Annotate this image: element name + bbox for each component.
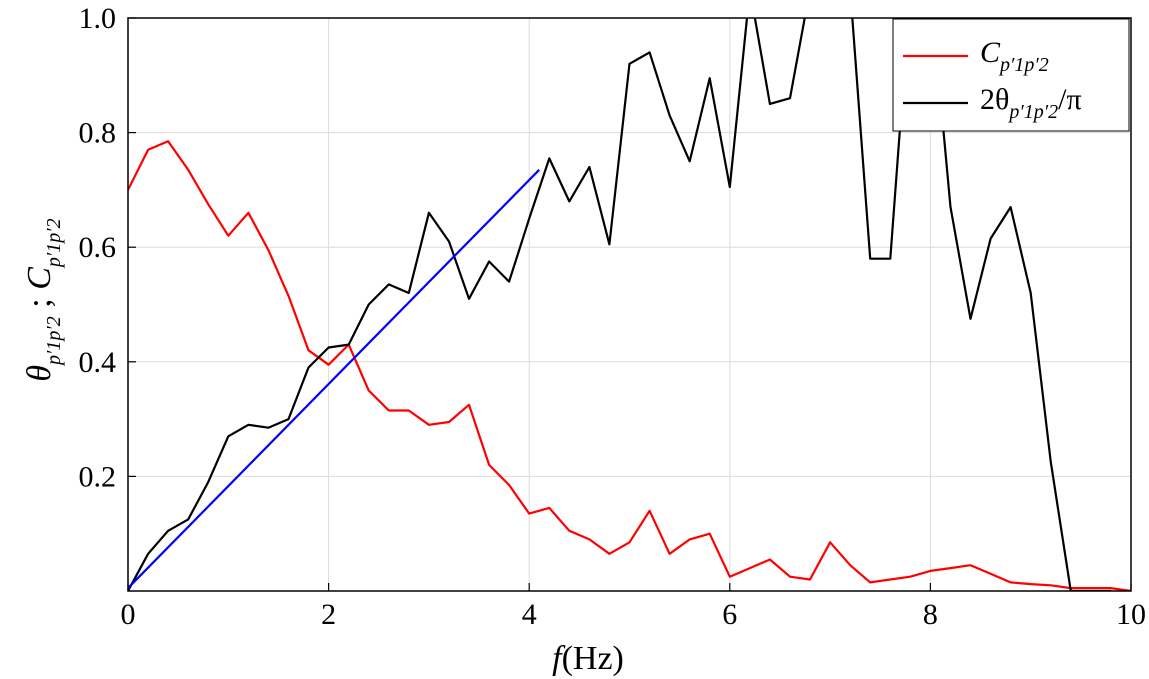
y-axis-label: θp′1p′2 ; Cp′1p′2 bbox=[21, 218, 65, 381]
series-line-fit bbox=[128, 169, 540, 589]
x-tick-label: 10 bbox=[1116, 598, 1146, 631]
y-tick-label: 0.4 bbox=[79, 346, 117, 379]
plot-frame bbox=[127, 17, 1132, 592]
y-tick-label: 1.0 bbox=[79, 2, 117, 35]
series-line-phase bbox=[128, 18, 1111, 591]
series-group bbox=[128, 18, 1131, 591]
ticks: 0 2 4 6 8 10 0.2 0.4 0.6 0.8 1.0 bbox=[79, 2, 1147, 631]
legend-label-c: Cp′1p′2 bbox=[980, 36, 1049, 76]
x-tick-label: 2 bbox=[321, 598, 336, 631]
x-tick-label: 4 bbox=[522, 598, 537, 631]
legend-label-theta: 2θp′1p′2/π bbox=[980, 83, 1082, 123]
x-tick-label: 0 bbox=[121, 598, 136, 631]
legend-box bbox=[892, 18, 1130, 132]
x-axis-label: f(Hz) bbox=[552, 640, 624, 677]
x-tick-label: 8 bbox=[923, 598, 938, 631]
series-line-coherence bbox=[128, 140, 1131, 591]
y-tick-label: 0.8 bbox=[79, 117, 117, 150]
x-tick-label: 6 bbox=[722, 598, 737, 631]
y-tick-label: 0.2 bbox=[79, 460, 117, 493]
y-tick-label: 0.6 bbox=[79, 231, 117, 264]
legend: Cp′1p′2 2θp′1p′2/π bbox=[892, 18, 1130, 132]
